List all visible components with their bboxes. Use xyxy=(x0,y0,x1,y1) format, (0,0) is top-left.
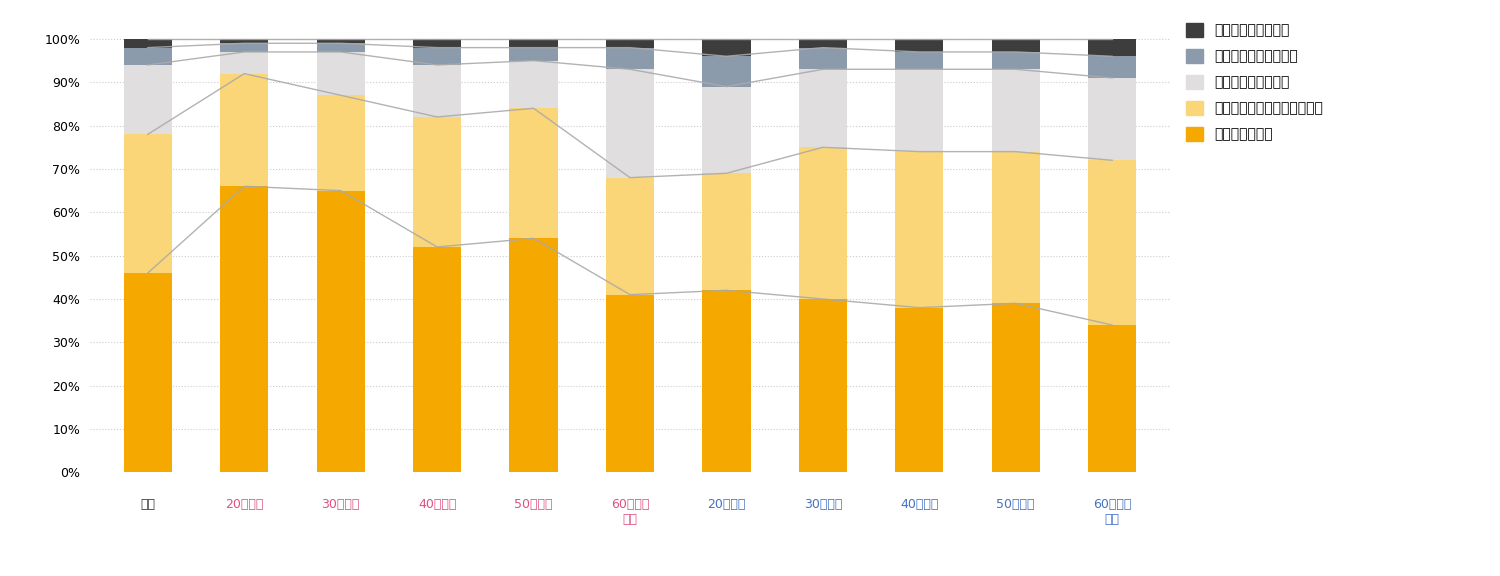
Bar xyxy=(702,173,750,290)
Text: 60代以上
男性: 60代以上 男性 xyxy=(1094,498,1131,526)
Bar xyxy=(798,48,847,69)
Bar xyxy=(316,39,364,43)
Bar xyxy=(123,273,172,472)
Bar xyxy=(510,60,558,108)
Bar xyxy=(510,238,558,472)
Bar xyxy=(1088,39,1137,56)
Bar xyxy=(413,48,462,65)
Bar xyxy=(992,69,1039,151)
Bar xyxy=(798,147,847,299)
Bar xyxy=(1088,78,1137,160)
Text: 50代女性: 50代女性 xyxy=(514,498,554,511)
Bar xyxy=(510,48,558,60)
Bar xyxy=(896,308,944,472)
Legend: 全く利用したくない, あまり利用したくない, どちらとも言えない, どちらかと言えば利用したい, ぜひ利用したい: 全く利用したくない, あまり利用したくない, どちらとも言えない, どちらかと言… xyxy=(1180,17,1329,147)
Bar xyxy=(1088,325,1137,472)
Bar xyxy=(896,69,944,151)
Bar xyxy=(316,191,364,472)
Bar xyxy=(702,39,750,56)
Bar xyxy=(606,295,654,472)
Text: 30代女性: 30代女性 xyxy=(321,498,360,511)
Text: 60代以上
女性: 60代以上 女性 xyxy=(610,498,650,526)
Bar xyxy=(316,43,364,52)
Bar xyxy=(413,39,462,48)
Bar xyxy=(702,86,750,173)
Bar xyxy=(510,108,558,238)
Text: 20代男性: 20代男性 xyxy=(706,498,746,511)
Bar xyxy=(123,48,172,65)
Text: 50代男性: 50代男性 xyxy=(996,498,1035,511)
Text: 40代男性: 40代男性 xyxy=(900,498,939,511)
Bar xyxy=(123,65,172,134)
Bar xyxy=(413,65,462,117)
Bar xyxy=(896,151,944,308)
Bar xyxy=(220,186,268,472)
Text: 20代女性: 20代女性 xyxy=(225,498,264,511)
Bar xyxy=(1088,56,1137,78)
Bar xyxy=(220,39,268,43)
Bar xyxy=(606,177,654,295)
Bar xyxy=(702,56,750,86)
Text: 全体: 全体 xyxy=(141,498,156,511)
Bar xyxy=(702,290,750,472)
Bar xyxy=(992,52,1039,69)
Bar xyxy=(798,39,847,48)
Bar xyxy=(123,39,172,48)
Bar xyxy=(1088,160,1137,325)
Bar xyxy=(606,69,654,177)
Bar xyxy=(798,69,847,147)
Bar xyxy=(316,95,364,191)
Bar xyxy=(220,52,268,74)
Bar xyxy=(413,117,462,247)
Bar xyxy=(510,39,558,48)
Bar xyxy=(220,43,268,52)
Bar xyxy=(413,247,462,472)
Text: 40代女性: 40代女性 xyxy=(419,498,456,511)
Bar xyxy=(316,52,364,95)
Bar xyxy=(220,74,268,186)
Bar xyxy=(606,48,654,69)
Bar xyxy=(992,39,1039,52)
Text: 30代男性: 30代男性 xyxy=(804,498,842,511)
Bar xyxy=(606,39,654,48)
Bar xyxy=(798,299,847,472)
Bar xyxy=(896,52,944,69)
Bar xyxy=(896,39,944,52)
Bar xyxy=(992,304,1039,472)
Bar xyxy=(123,134,172,273)
Bar xyxy=(992,151,1039,304)
